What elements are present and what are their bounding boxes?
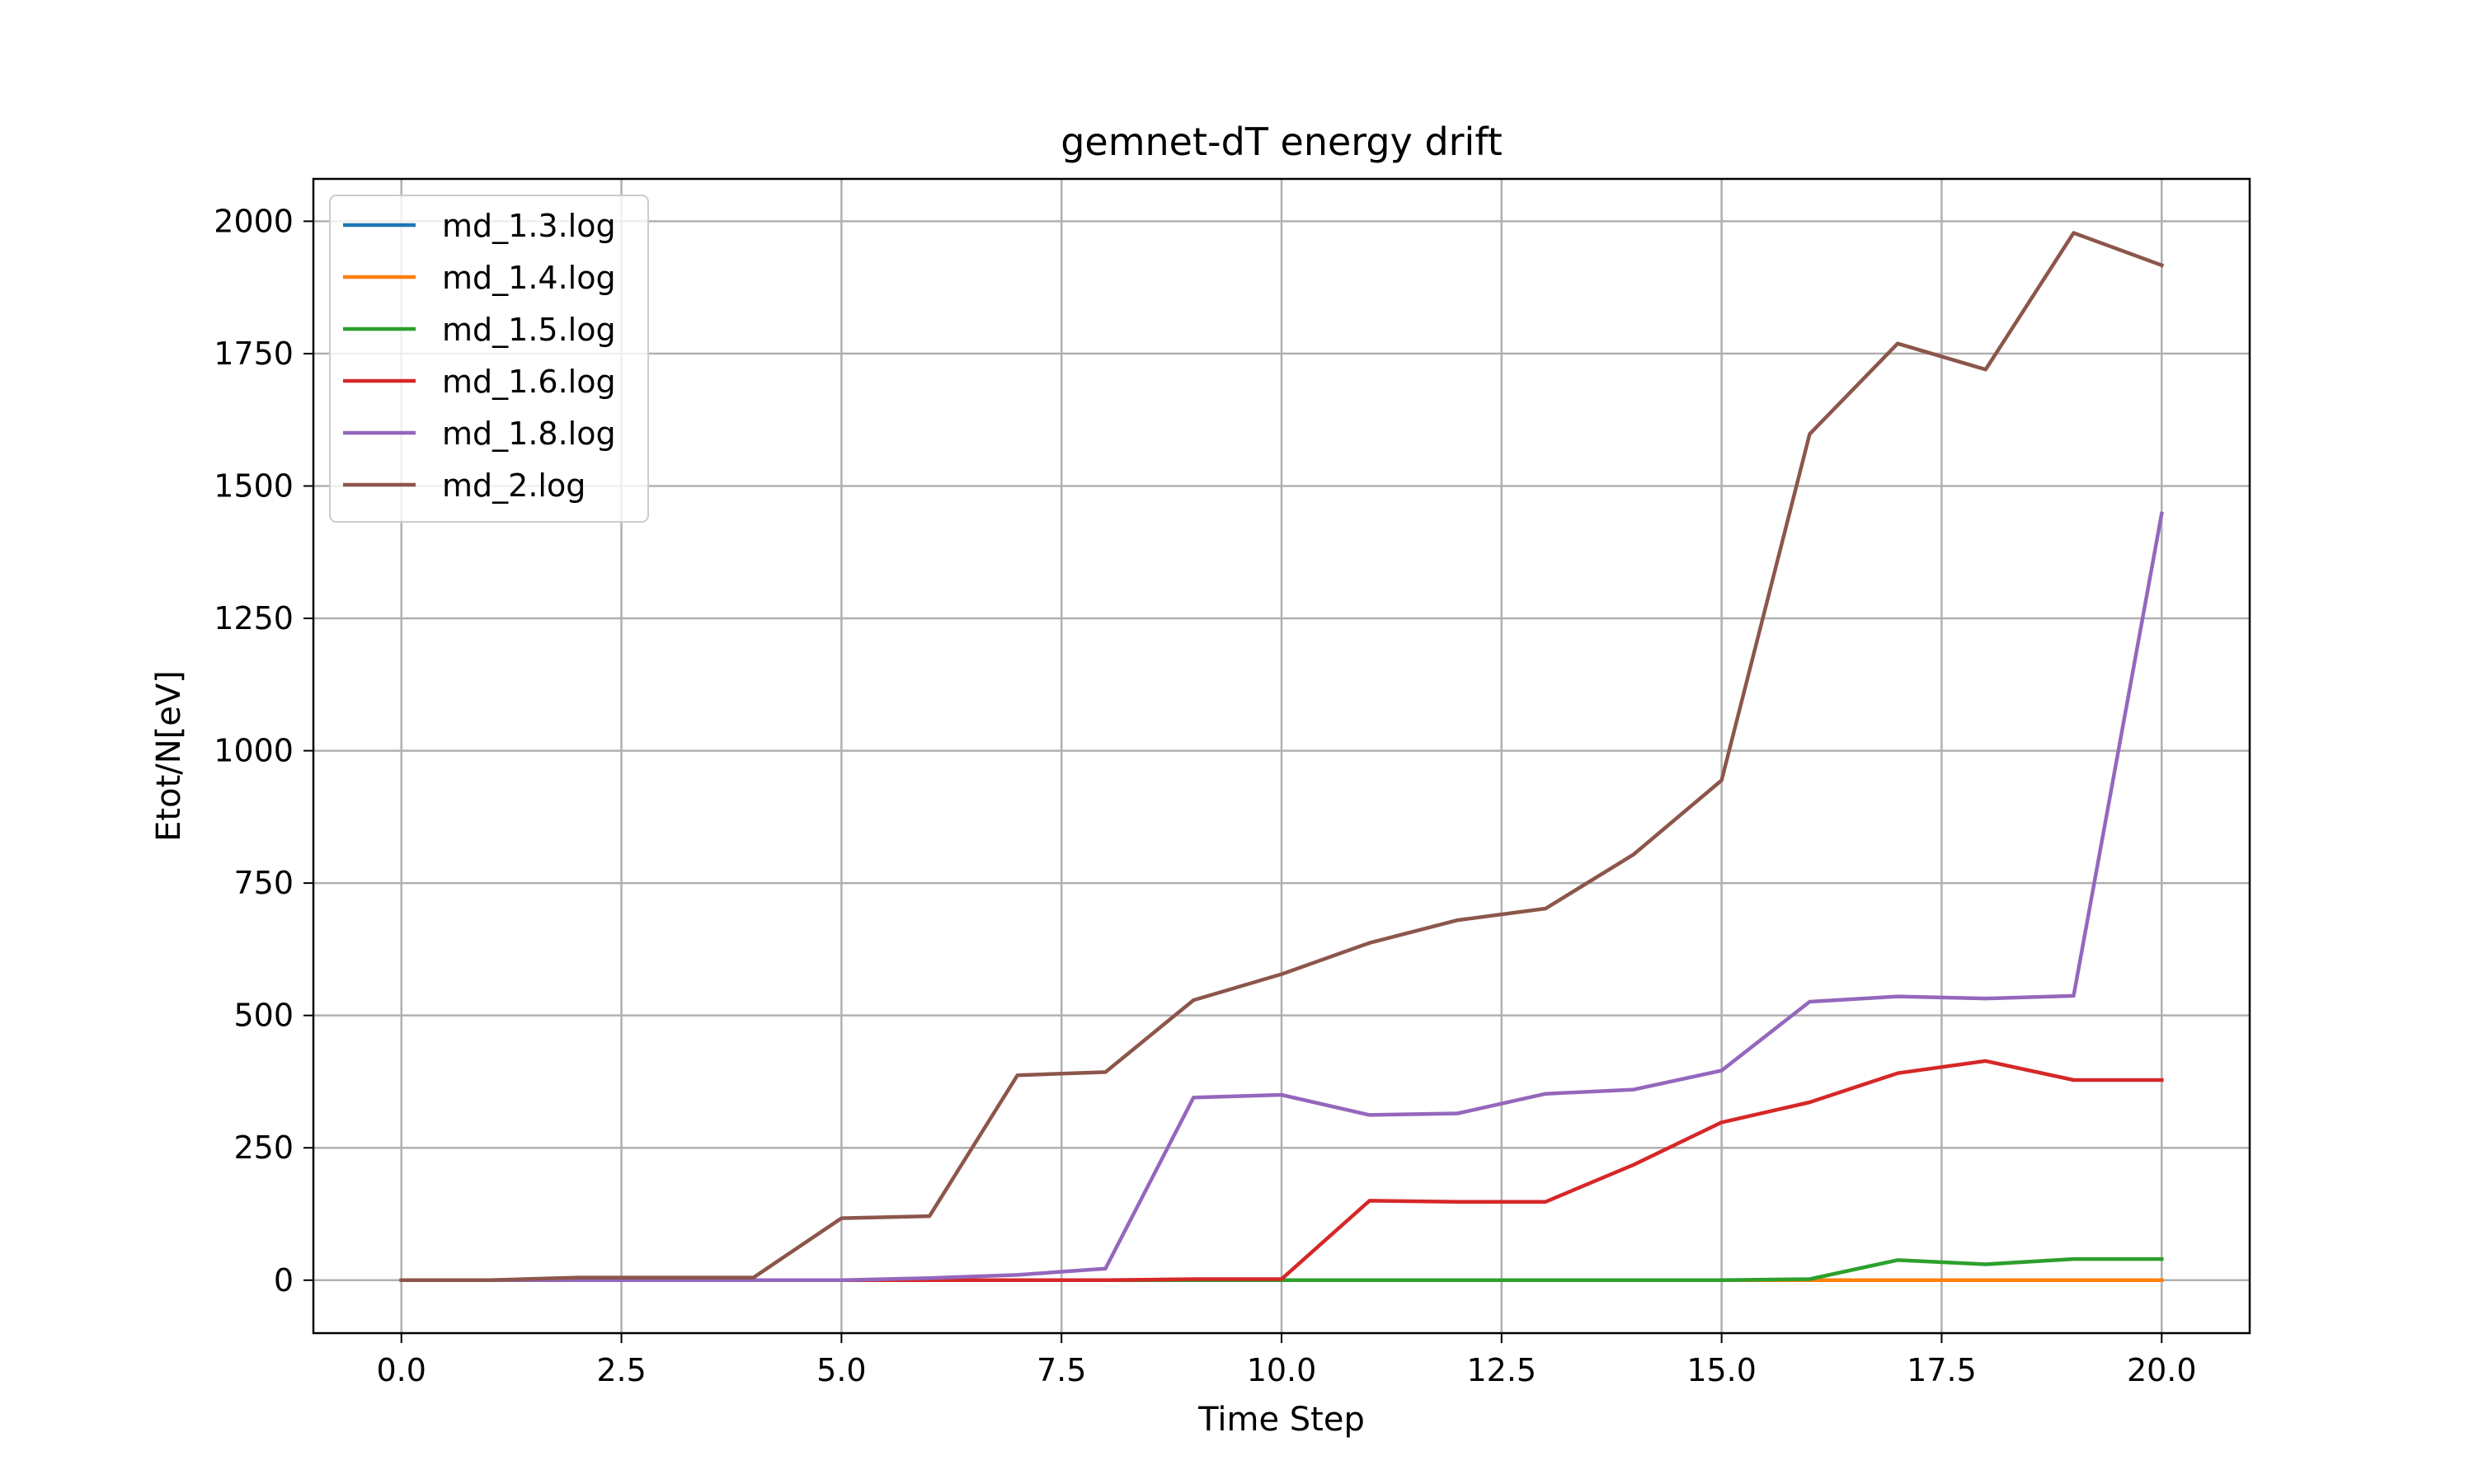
y-tick-label: 500 [233,998,294,1034]
y-axis-label: Etot/N[eV] [150,670,188,842]
series-line-md_2.log [399,231,2165,1283]
y-tick-label: 1750 [214,336,294,372]
series-lines [399,231,2165,1283]
y-tick-label: 1250 [214,600,294,636]
legend-entry-label: md_1.8.log [442,416,616,452]
x-tick-label: 20.0 [2127,1352,2197,1388]
legend-entry-label: md_2.log [442,467,586,504]
y-tick-label: 2000 [214,203,294,239]
chart-title: gemnet-dT energy drift [1061,120,1503,164]
x-axis-label: Time Step [1197,1401,1365,1439]
x-tick-label: 12.5 [1467,1352,1537,1388]
y-tick-label: 250 [233,1129,294,1166]
x-tick-label: 10.0 [1247,1352,1317,1388]
legend-entry-label: md_1.5.log [442,312,616,348]
x-tick-label: 7.5 [1037,1352,1086,1388]
series-line-md_1.8.log [399,511,2164,1283]
x-tick-label: 0.0 [377,1352,426,1388]
x-tick-label: 17.5 [1907,1352,1977,1388]
legend: md_1.3.log md_1.4.log md_1.5.log md_1.6.log… [329,195,649,523]
legend-entry-label: md_1.3.log [442,208,616,244]
y-tick-label: 1500 [214,467,294,504]
x-tick-label: 5.0 [816,1352,866,1388]
x-tick-label: 2.5 [596,1352,646,1388]
x-tick-label: 15.0 [1686,1352,1757,1388]
x-axis: 0.0 2.5 5.0 7.5 10.0 12.5 15.0 17.5 20.0 [377,1333,2197,1388]
y-axis: 0 250 500 750 1000 1250 1500 1750 2000 [214,203,313,1298]
y-tick-label: 0 [274,1262,294,1298]
legend-entry-label: md_1.4.log [442,260,616,296]
y-tick-label: 1000 [214,733,294,769]
legend-entry-label: md_1.6.log [442,364,616,400]
y-tick-label: 750 [233,865,294,901]
